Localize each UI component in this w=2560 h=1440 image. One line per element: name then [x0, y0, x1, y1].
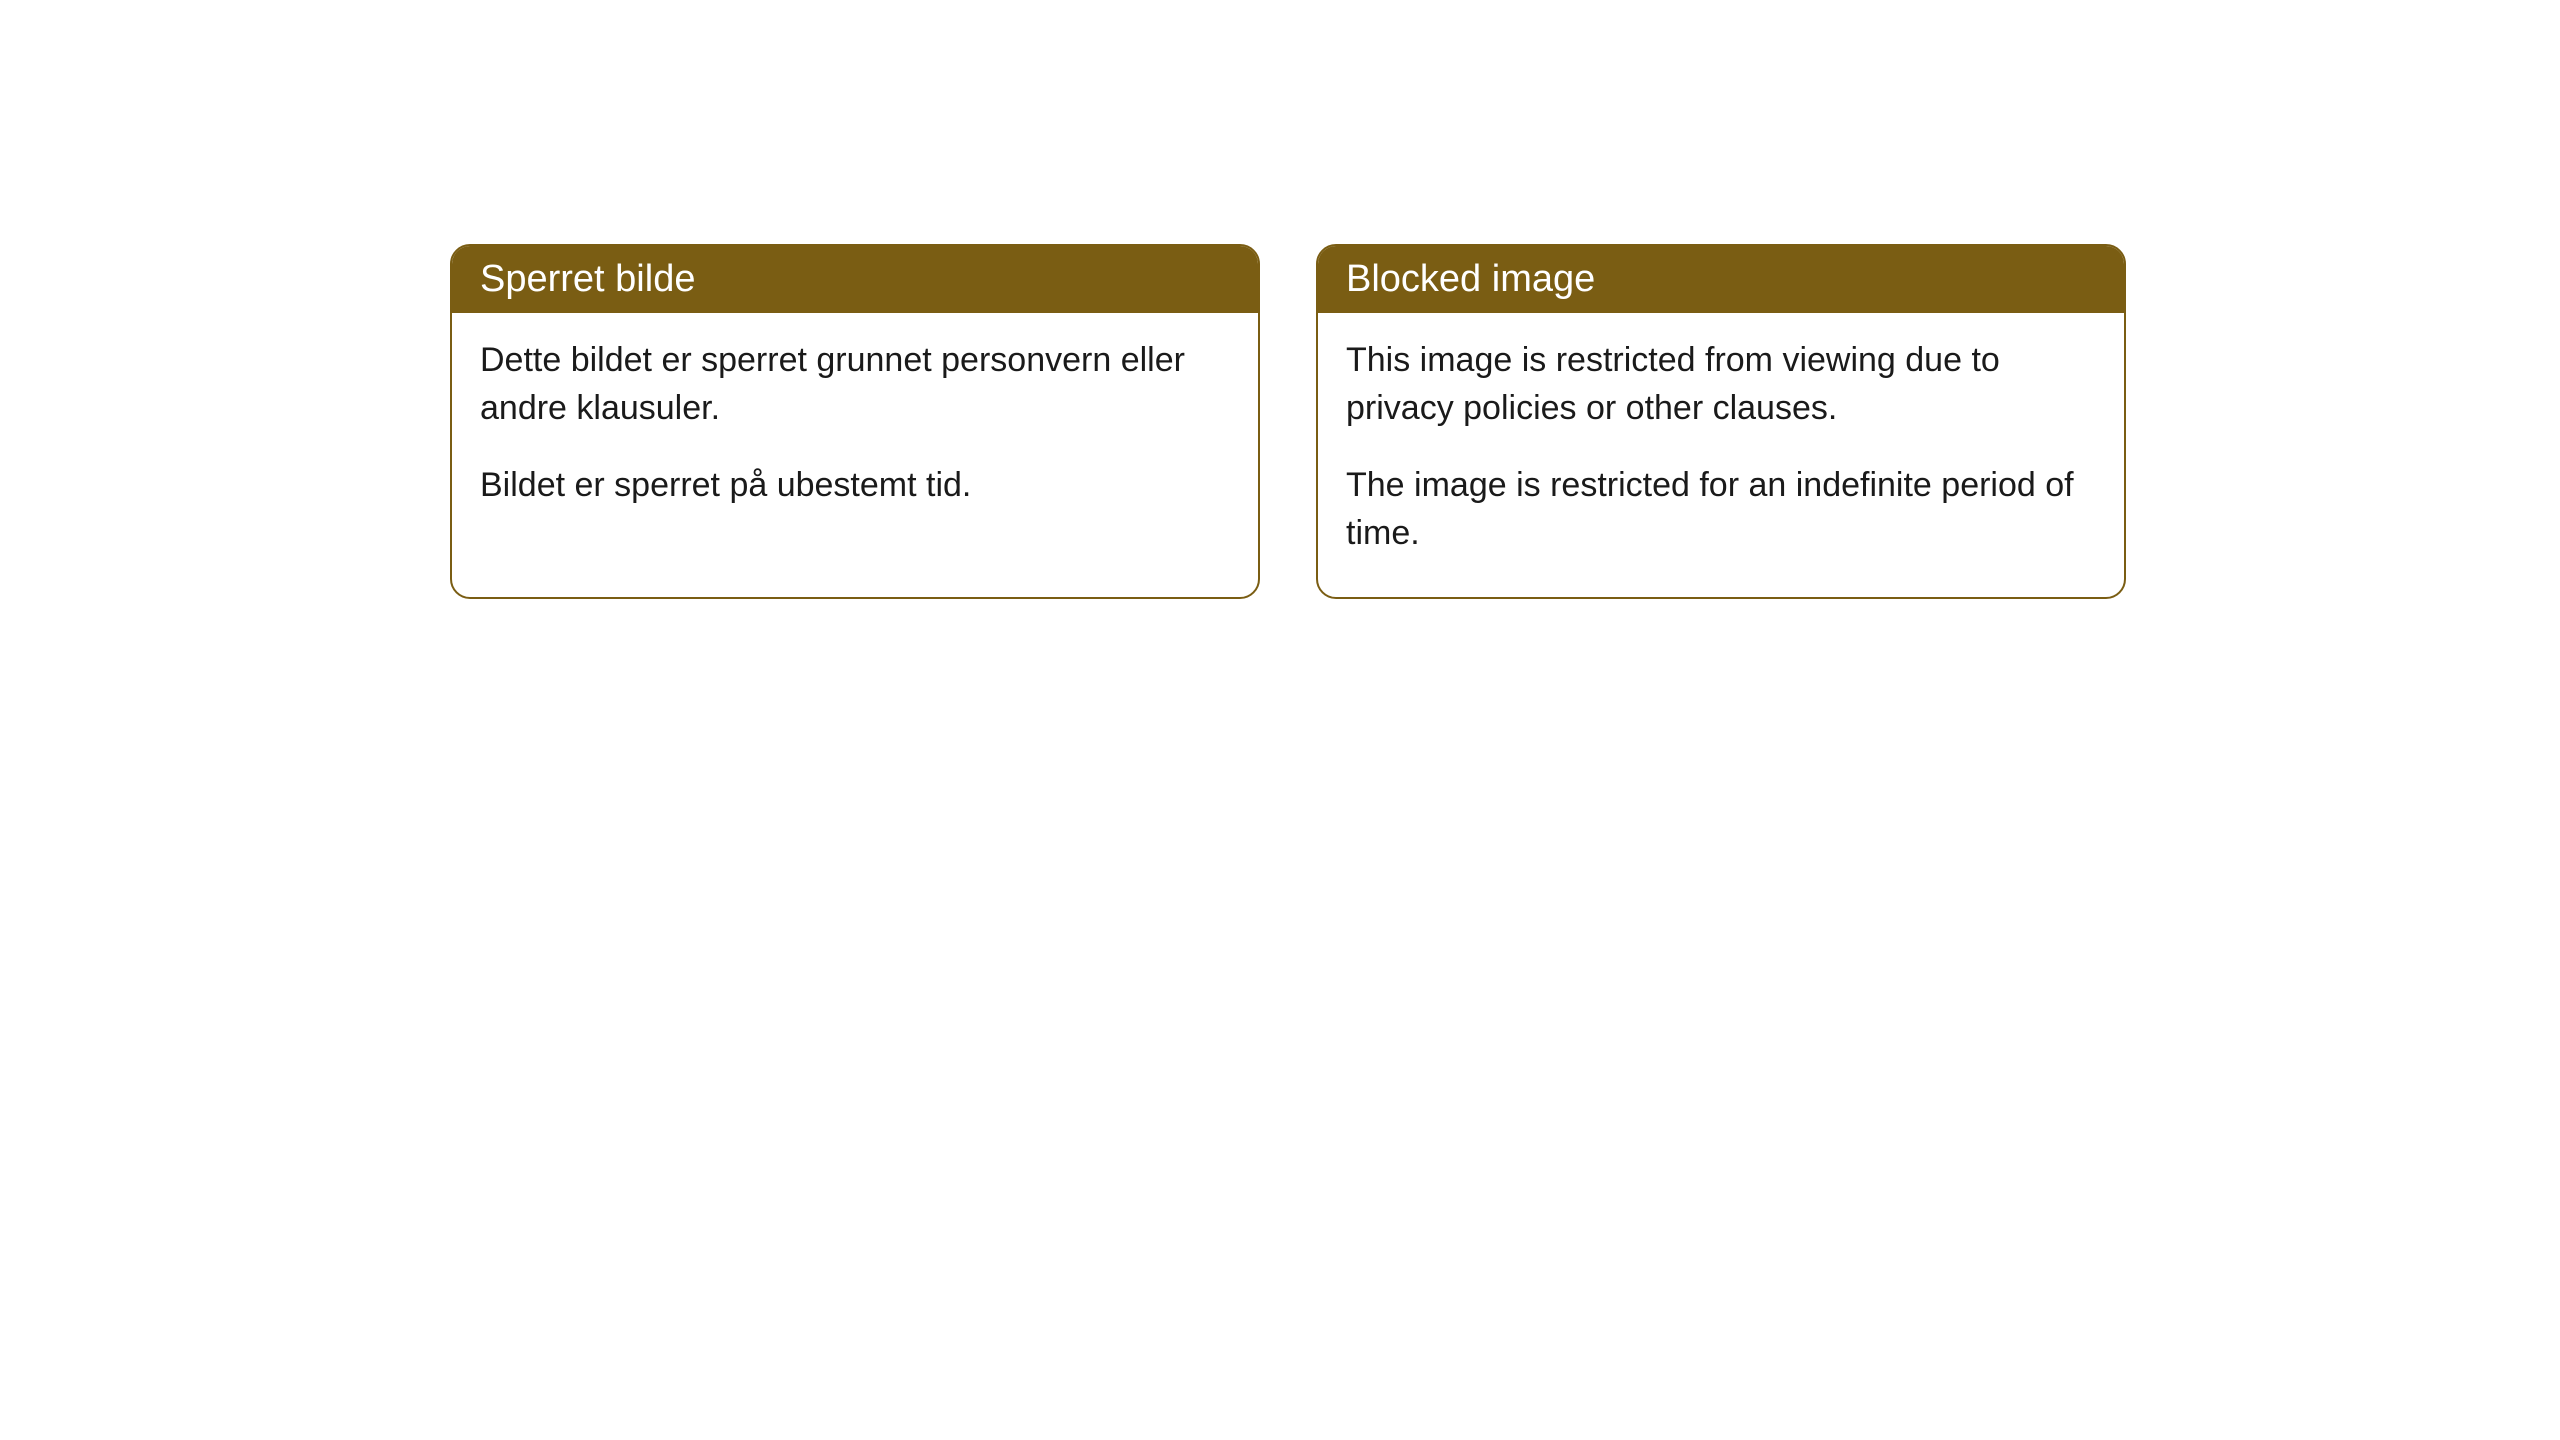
card-paragraph: Dette bildet er sperret grunnet personve… — [480, 337, 1230, 432]
card-body: Dette bildet er sperret grunnet personve… — [452, 313, 1258, 550]
card-paragraph: The image is restricted for an indefinit… — [1346, 462, 2096, 557]
card-paragraph: This image is restricted from viewing du… — [1346, 337, 2096, 432]
card-header: Sperret bilde — [452, 246, 1258, 313]
notice-card-english: Blocked image This image is restricted f… — [1316, 244, 2126, 599]
notice-cards-container: Sperret bilde Dette bildet er sperret gr… — [450, 244, 2126, 599]
card-paragraph: Bildet er sperret på ubestemt tid. — [480, 462, 1230, 510]
card-body: This image is restricted from viewing du… — [1318, 313, 2124, 597]
notice-card-norwegian: Sperret bilde Dette bildet er sperret gr… — [450, 244, 1260, 599]
card-title: Sperret bilde — [480, 258, 695, 300]
card-header: Blocked image — [1318, 246, 2124, 313]
card-title: Blocked image — [1346, 258, 1595, 300]
